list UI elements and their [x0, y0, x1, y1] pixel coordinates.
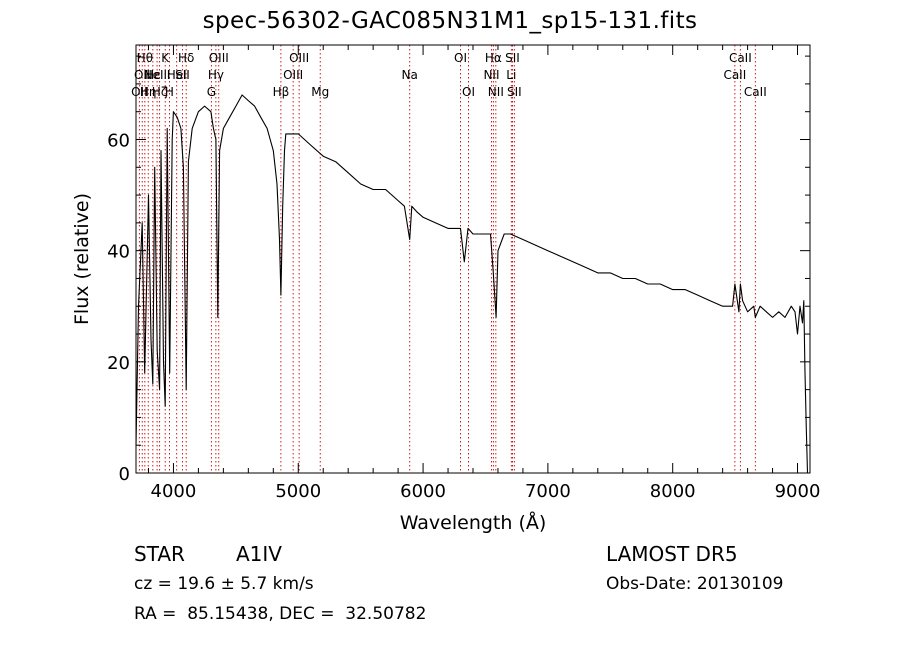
line-marker-label: CaII [723, 68, 746, 82]
line-marker-label: Na [402, 68, 418, 82]
line-marker-label: Hα [485, 51, 502, 65]
coordinates: RA = 85.15438, DEC = 32.50782 [134, 604, 427, 624]
plot-frame [135, 44, 811, 474]
line-marker-label: Hγ [208, 68, 224, 82]
axes: 4000 5000 6000 7000 8000 9000 0 20 40 60 Wavelengt… [71, 44, 821, 534]
line-marker-label: G [207, 85, 216, 99]
y-axis-label: Flux (relative) [71, 193, 93, 325]
line-marker-label: CaII [744, 85, 767, 99]
line-marker-label: OIII [289, 51, 309, 65]
line-marker-label: OII [131, 85, 148, 99]
line-marker-label: K [161, 51, 170, 65]
line-marker-label: OI [454, 51, 467, 65]
x-tick-label: 7000 [525, 481, 571, 502]
spectral-subclass: A1IV [236, 542, 282, 566]
line-markers [138, 45, 756, 473]
line-marker-label: NII [483, 68, 499, 82]
y-tick-label: 40 [107, 242, 130, 263]
x-tick-label: 4000 [151, 481, 197, 502]
line-marker-label: NII [488, 85, 504, 99]
spectrum-line [135, 94, 809, 474]
line-marker-label: SII [175, 68, 190, 82]
line-marker-label: Hε [145, 68, 161, 82]
y-tick-label: 0 [119, 464, 130, 485]
line-marker-label: SII [507, 85, 522, 99]
chart-title: spec-56302-GAC085N31M1_sp15-131.fits [202, 8, 698, 34]
line-marker-label: Hδ [178, 51, 194, 65]
line-marker-label: Li [506, 68, 516, 82]
line-marker-label: Hθ [137, 51, 153, 65]
x-tick-label: 9000 [775, 481, 821, 502]
survey-name: LAMOST DR5 [606, 542, 738, 566]
x-tick-label: 5000 [275, 481, 321, 502]
line-marker-label: SII [505, 51, 520, 65]
line-marker-label: CaII [729, 51, 752, 65]
line-marker-label: OIII [283, 68, 303, 82]
line-marker-label: OII [134, 68, 151, 82]
line-marker-label: OI [462, 85, 475, 99]
marker-labels: OIIOIIHθHηHεNeIIIHζKHHeISIIHδGHγOIIIHβOI… [131, 51, 767, 99]
x-tick-label: 8000 [650, 481, 696, 502]
line-marker-label: NeIII [144, 68, 171, 82]
x-tick-label: 6000 [400, 481, 446, 502]
spectrum-series [135, 94, 809, 474]
observation-date: Obs-Date: 20130109 [606, 574, 784, 594]
x-axis-label: Wavelength (Å) [400, 511, 547, 534]
line-marker-label: HeI [167, 68, 187, 82]
line-marker-label: H [165, 85, 174, 99]
object-type: STAR [134, 542, 185, 566]
redshift-value: cz = 19.6 ± 5.7 km/s [134, 574, 314, 594]
line-marker-label: Hη [140, 85, 157, 99]
y-tick-label: 60 [107, 130, 130, 151]
line-marker-label: Hβ [273, 85, 290, 99]
line-marker-label: Mg [311, 85, 329, 99]
y-tick-label: 20 [107, 353, 130, 374]
line-marker-label: Hζ [152, 85, 168, 99]
line-marker-label: OIII [209, 51, 229, 65]
